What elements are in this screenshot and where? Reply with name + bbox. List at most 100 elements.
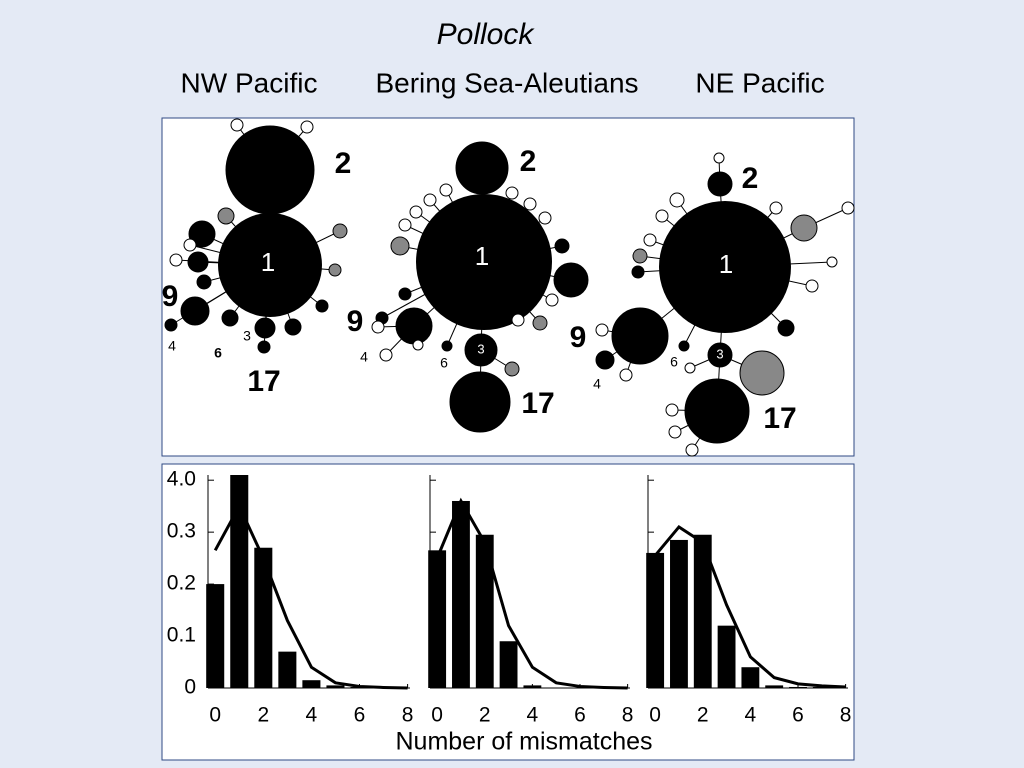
bar	[475, 534, 494, 688]
haplotype-node	[188, 220, 216, 248]
histogram-panel	[161, 463, 855, 761]
bar	[646, 552, 665, 688]
node-label: 1	[261, 247, 275, 277]
expected-curve	[435, 497, 628, 690]
node-label: 9	[570, 321, 587, 354]
bar	[302, 680, 321, 688]
haplotype-node	[257, 340, 271, 354]
node-label: 6	[214, 345, 222, 361]
node-label: 4	[593, 376, 601, 392]
x-tick-label: 4	[527, 704, 539, 727]
node-label: 2	[335, 147, 352, 180]
x-tick-label: 8	[402, 704, 414, 727]
node-label: 6	[440, 355, 448, 371]
haplotype-node	[505, 186, 519, 200]
y-tick-label: 0	[184, 676, 196, 699]
region-label: NE Pacific	[695, 67, 824, 98]
node-label: 3	[243, 328, 251, 344]
y-tick-label: 4.0	[167, 468, 196, 491]
node-label: 4	[360, 349, 368, 365]
node-label: 2	[742, 162, 759, 195]
haplotype-node	[707, 342, 733, 368]
haplotype-node	[538, 211, 552, 225]
haplotype-node	[545, 293, 559, 307]
haplotype-node	[707, 171, 733, 197]
haplotype-node	[777, 319, 795, 337]
node-label: 17	[521, 387, 554, 420]
bar	[254, 547, 273, 688]
haplotype-node	[554, 238, 570, 254]
expected-curve	[213, 502, 408, 690]
bar	[428, 550, 447, 688]
expected-curve	[653, 524, 846, 689]
haplotype-node	[595, 350, 615, 370]
node-label: 17	[247, 365, 280, 398]
y-tick-label: 0.3	[167, 520, 196, 543]
bar	[326, 685, 345, 688]
x-tick-label: 2	[479, 704, 491, 727]
bar	[693, 534, 712, 688]
haplotype-node	[739, 350, 785, 396]
haplotype-node	[230, 118, 244, 132]
x-tick-label: 8	[622, 704, 634, 727]
x-tick-label: 4	[745, 704, 757, 727]
bar	[206, 584, 225, 688]
haplotype-node	[684, 362, 696, 374]
node-label: 2	[520, 145, 537, 178]
haplotype-node	[678, 340, 690, 352]
haplotype-node	[504, 361, 520, 377]
node-label: 17	[763, 402, 796, 435]
x-tick-label: 0	[649, 704, 661, 727]
region-label: Bering Sea-Aleutians	[375, 67, 638, 98]
bar	[717, 625, 736, 688]
bar	[278, 651, 297, 688]
x-tick-label: 4	[306, 704, 318, 727]
node-label: 4	[168, 338, 176, 354]
node-label: 1	[475, 241, 489, 271]
haplotype-node	[395, 307, 433, 345]
haplotype-node	[371, 320, 385, 334]
haplotype-node	[713, 152, 725, 164]
x-tick-label: 0	[209, 704, 221, 727]
x-axis-label: Number of mismatches	[395, 728, 652, 756]
haplotype-node	[841, 201, 855, 215]
haplotype-node	[328, 263, 342, 277]
x-tick-label: 8	[840, 704, 852, 727]
haplotype-node	[769, 201, 783, 215]
y-tick-label: 0.1	[167, 624, 196, 647]
bar	[230, 475, 249, 688]
haplotype-node	[315, 299, 329, 313]
haplotype-node	[669, 192, 685, 208]
haplotype-node	[511, 313, 525, 327]
haplotype-node	[390, 236, 410, 256]
haplotype-node	[553, 262, 589, 298]
node-label: 9	[347, 305, 364, 338]
haplotype-node	[665, 403, 679, 417]
haplotype-node	[398, 218, 412, 232]
haplotype-node	[611, 307, 669, 365]
node-label: 1	[719, 249, 733, 279]
haplotype-node	[659, 201, 791, 333]
haplotype-node	[449, 371, 511, 433]
haplotype-node	[643, 233, 657, 247]
haplotype-node	[523, 197, 537, 211]
haplotype-node	[187, 251, 209, 273]
x-tick-label: 2	[257, 704, 269, 727]
x-tick-label: 0	[431, 704, 443, 727]
haplotype-node	[398, 287, 412, 301]
haplotype-node	[225, 125, 315, 215]
bar	[789, 686, 807, 688]
x-tick-label: 6	[354, 704, 366, 727]
haplotype-node	[300, 120, 314, 134]
haplotype-node	[218, 213, 322, 317]
haplotype-node	[221, 309, 239, 327]
haplotype-node	[619, 368, 633, 382]
node-label: 9	[162, 280, 179, 313]
haplotype-node	[332, 223, 348, 239]
haplotype-node	[183, 238, 197, 252]
haplotype-node	[455, 141, 509, 195]
bar	[499, 641, 518, 688]
haplotype-node	[409, 205, 423, 219]
histograms: 00.10.20.34.00 2 4 6 8 0 2 4 6 8 0 2 4 6 8	[167, 468, 852, 727]
